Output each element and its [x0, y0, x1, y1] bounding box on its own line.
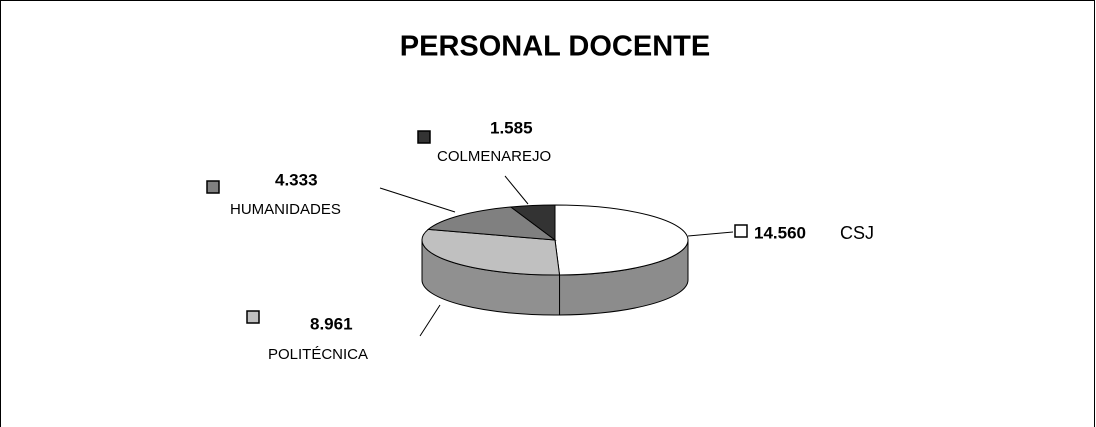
slice [509, 204, 556, 241]
leader-line [379, 187, 456, 213]
slice [426, 206, 557, 241]
value-label: 1.585 [490, 118, 533, 137]
legend-swatch [246, 310, 260, 324]
value-label: 14.560 [754, 223, 806, 242]
leader-line [504, 175, 529, 205]
legend-swatch [417, 130, 431, 144]
value-label: 4.333 [275, 170, 318, 189]
legend-swatch [206, 180, 220, 194]
category-label: COLMENAREJO [437, 148, 551, 165]
chart-title: PERSONAL DOCENTE [400, 31, 710, 63]
legend-swatch [734, 224, 748, 238]
category-label: POLITÉCNICA [268, 346, 368, 363]
slice [554, 204, 689, 276]
leader-line [419, 304, 441, 337]
category-label: CSJ [840, 223, 874, 243]
leader-line [687, 231, 734, 237]
slice [421, 228, 561, 276]
value-label: 8.961 [310, 314, 353, 333]
category-label: HUMANIDADES [230, 201, 341, 218]
